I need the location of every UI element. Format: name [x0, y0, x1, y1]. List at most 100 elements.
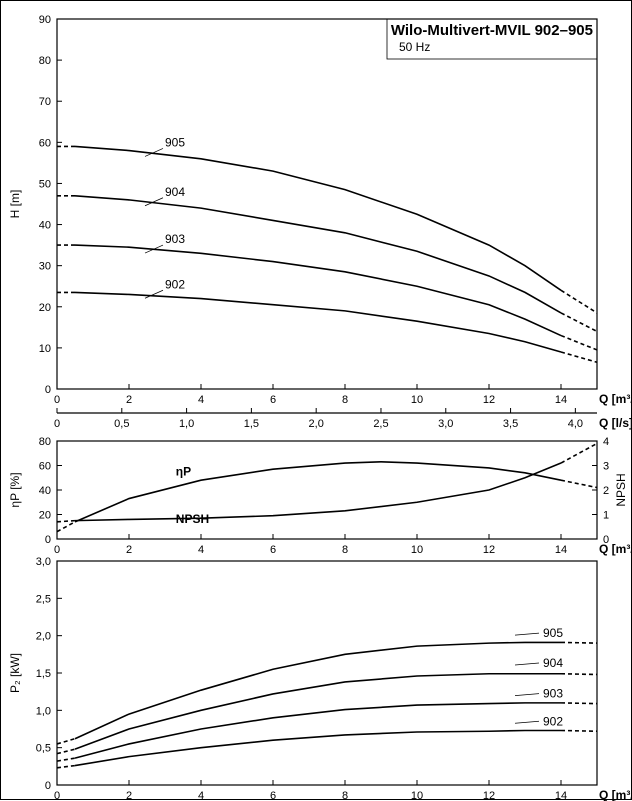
chart1-xlabel: Q [m³/h] [599, 392, 632, 406]
chart2-yrtick: 3 [603, 461, 609, 473]
curve-eta_p-post [561, 480, 597, 487]
curve-label-p902: 902 [543, 714, 563, 728]
curve-p905-post [561, 642, 597, 643]
curve-label-903: 903 [165, 232, 185, 246]
chart1-ytick: 90 [39, 14, 51, 26]
charts-svg: 0102030405060708090H [m]02468101214Q [m³… [1, 1, 632, 801]
chart2-xtick: 8 [342, 544, 348, 556]
curve-label-p903: 903 [543, 687, 563, 701]
curve-npsh-post [561, 443, 597, 463]
curve-p904-pre [57, 749, 75, 753]
chart2-yrlabel: NPSH [614, 473, 628, 506]
chart-title-main: Wilo-Multivert-MVIL 902–905 [391, 22, 593, 39]
curve-904-post [561, 313, 597, 332]
chart1-ytick: 60 [39, 137, 51, 149]
chart1-ytick: 70 [39, 96, 51, 108]
chart2-yrtick: 4 [603, 436, 609, 448]
chart3-xtick: 12 [483, 790, 495, 801]
chart3-xtick: 8 [342, 790, 348, 801]
curve-eta_p-pre [57, 522, 75, 532]
chart-title-sub: 50 Hz [399, 40, 430, 54]
chart1-xtick: 12 [483, 394, 495, 406]
chart2-yltick: 80 [39, 436, 51, 448]
chart3-ytick: 2,0 [36, 631, 51, 643]
chart1-ytick: 0 [45, 384, 51, 396]
chart1-ytick: 30 [39, 261, 51, 273]
chart3-xtick: 4 [198, 790, 204, 801]
chart1-ytick: 20 [39, 302, 51, 314]
chart3-ylabel: P₂ [kW] [8, 653, 22, 693]
chart1-ytick: 50 [39, 178, 51, 190]
chart1-xtick2: 4,0 [568, 418, 583, 430]
curve-905-post [561, 290, 597, 313]
curve-npsh [75, 463, 561, 521]
chart1-xtick2: 0 [54, 418, 60, 430]
chart3-xlabel: Q [m³/h] [599, 788, 632, 801]
chart2-xtick: 12 [483, 544, 495, 556]
curve-label-904: 904 [165, 185, 185, 199]
curve-p904-post [561, 674, 597, 675]
chart1-ytick: 80 [39, 55, 51, 67]
curve-label-eta_p: ηP [176, 464, 191, 478]
chart2-yllabel: ηP [%] [8, 472, 22, 507]
curve-label-p905: 905 [543, 626, 563, 640]
curve-p905-pre [57, 739, 75, 744]
chart1-xlabel2: Q [l/s] [599, 416, 632, 430]
curve-902-post [561, 352, 597, 362]
chart2-yltick: 20 [39, 510, 51, 522]
chart2-xlabel: Q [m³/h] [599, 542, 632, 556]
chart1-xtick: 10 [411, 394, 423, 406]
chart2-yrtick: 2 [603, 485, 609, 497]
chart1-frame [57, 19, 597, 389]
curve-npsh-pre [57, 521, 75, 522]
chart3-ytick: 2,5 [36, 593, 51, 605]
chart1-xtick2: 3,0 [438, 418, 453, 430]
chart1-xtick2: 2,0 [309, 418, 324, 430]
curve-p903-pre [57, 758, 75, 761]
curve-label-p904: 904 [543, 656, 563, 670]
chart3-ytick: 0,5 [36, 743, 51, 755]
chart2-xtick: 6 [270, 544, 276, 556]
chart1-xtick2: 0,5 [114, 418, 129, 430]
chart2-xtick: 4 [198, 544, 204, 556]
chart1-xtick: 6 [270, 394, 276, 406]
chart2-yltick: 0 [45, 534, 51, 546]
curve-p903-post [561, 703, 597, 704]
chart1-xtick: 8 [342, 394, 348, 406]
chart3-xtick: 0 [54, 790, 60, 801]
curve-label-902: 902 [165, 277, 185, 291]
chart1-xtick: 2 [126, 394, 132, 406]
chart3-ytick: 1,5 [36, 668, 51, 680]
curve-p902-post [561, 730, 597, 731]
chart1-xtick: 14 [555, 394, 567, 406]
chart1-xtick: 4 [198, 394, 204, 406]
chart1-xtick2: 1,0 [179, 418, 194, 430]
chart2-yltick: 60 [39, 461, 51, 473]
pump-curve-page: 0102030405060708090H [m]02468101214Q [m³… [0, 0, 632, 800]
curve-p904 [75, 674, 561, 749]
chart1-xtick: 0 [54, 394, 60, 406]
chart3-ytick: 1,0 [36, 705, 51, 717]
chart2-xtick: 10 [411, 544, 423, 556]
curve-903-post [561, 336, 597, 350]
chart3-xtick: 10 [411, 790, 423, 801]
chart2-xtick: 0 [54, 544, 60, 556]
chart3-ytick: 3,0 [36, 556, 51, 568]
curve-label-905: 905 [165, 135, 185, 149]
chart3-xtick: 2 [126, 790, 132, 801]
curve-p902-pre [57, 766, 75, 768]
chart1-xtick2: 2,5 [373, 418, 388, 430]
chart1-ytick: 10 [39, 343, 51, 355]
chart3-xtick: 14 [555, 790, 567, 801]
curve-902 [75, 292, 561, 352]
chart1-xtick2: 3,5 [503, 418, 518, 430]
chart1-ylabel: H [m] [8, 190, 22, 219]
chart2-yltick: 40 [39, 485, 51, 497]
curve-903 [75, 245, 561, 335]
chart3-xtick: 6 [270, 790, 276, 801]
chart2-xtick: 14 [555, 544, 567, 556]
chart3-ytick: 0 [45, 780, 51, 792]
chart2-xtick: 2 [126, 544, 132, 556]
chart1-ytick: 40 [39, 220, 51, 232]
chart2-frame [57, 441, 597, 539]
